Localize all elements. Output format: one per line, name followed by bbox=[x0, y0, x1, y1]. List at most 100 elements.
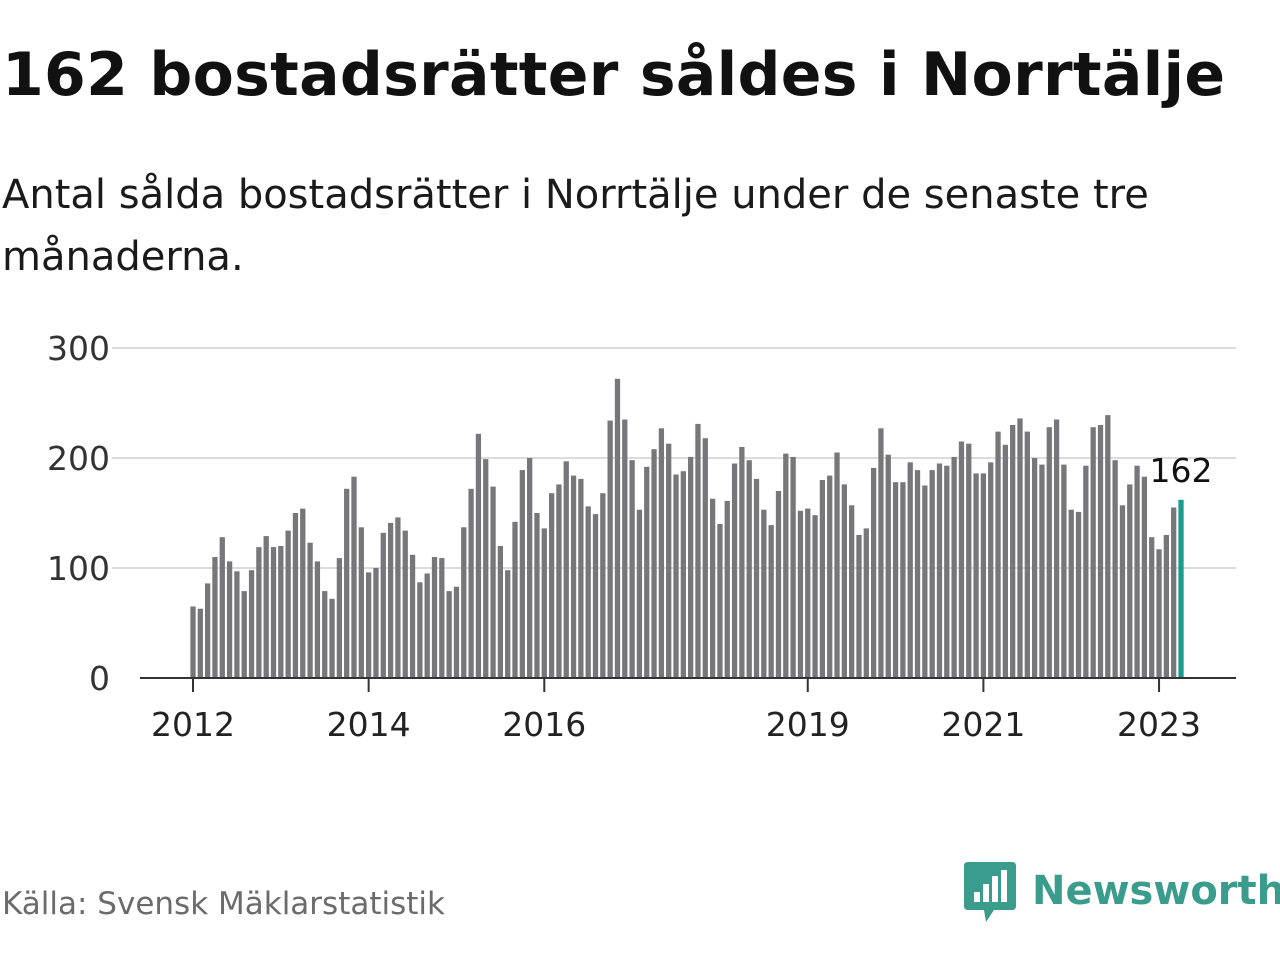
bar bbox=[329, 598, 335, 678]
bar bbox=[936, 463, 943, 678]
bar bbox=[563, 461, 569, 678]
bar bbox=[387, 522, 394, 678]
highlight-bar bbox=[1178, 499, 1184, 678]
bar bbox=[1031, 458, 1038, 678]
bar bbox=[1053, 419, 1060, 678]
bar bbox=[1039, 464, 1045, 678]
bar bbox=[461, 527, 467, 678]
bar bbox=[1134, 465, 1140, 678]
bar bbox=[226, 561, 233, 678]
bar bbox=[988, 462, 994, 678]
bar bbox=[695, 423, 701, 678]
bar bbox=[1046, 427, 1052, 678]
bar bbox=[241, 591, 247, 678]
bar bbox=[585, 506, 591, 678]
bar bbox=[373, 568, 379, 678]
bar bbox=[673, 474, 679, 678]
x-tick-label: 2019 bbox=[766, 705, 850, 744]
bar bbox=[607, 420, 613, 678]
bar bbox=[929, 470, 935, 678]
bar bbox=[629, 460, 635, 678]
bar bbox=[622, 419, 628, 678]
bar bbox=[702, 438, 708, 678]
bar bbox=[278, 546, 284, 678]
bar bbox=[431, 557, 438, 678]
bar bbox=[1141, 476, 1148, 678]
bar bbox=[666, 443, 672, 678]
bar bbox=[600, 493, 606, 678]
bar bbox=[717, 524, 723, 678]
bar bbox=[885, 454, 891, 678]
bar bbox=[1090, 427, 1096, 678]
bar bbox=[366, 572, 372, 678]
bar bbox=[1024, 431, 1030, 678]
x-tick-label: 2021 bbox=[941, 705, 1025, 744]
bar bbox=[483, 459, 489, 678]
bar bbox=[680, 471, 686, 678]
bar bbox=[300, 508, 306, 678]
y-tick-label: 300 bbox=[47, 329, 110, 368]
brand-logo[interactable]: Newsworthy bbox=[964, 862, 1280, 924]
bar bbox=[856, 535, 862, 678]
bar bbox=[1112, 460, 1118, 678]
y-tick-label: 200 bbox=[47, 439, 110, 478]
bar bbox=[827, 475, 833, 678]
bar bbox=[819, 480, 826, 678]
bar bbox=[1119, 505, 1126, 678]
brand-name: Newsworthy bbox=[1032, 868, 1280, 914]
newsworthy-logo-icon bbox=[964, 862, 1016, 922]
bar bbox=[944, 465, 950, 678]
bar bbox=[849, 505, 855, 678]
bar bbox=[1097, 425, 1104, 678]
bar bbox=[980, 473, 987, 678]
bar bbox=[534, 513, 540, 678]
bar bbox=[746, 460, 752, 678]
bar bbox=[556, 484, 562, 678]
bar bbox=[761, 509, 767, 678]
bar bbox=[768, 525, 774, 678]
bar bbox=[395, 517, 401, 678]
bar bbox=[878, 428, 884, 678]
bar bbox=[490, 486, 496, 678]
bar bbox=[248, 570, 255, 678]
bar bbox=[512, 521, 518, 678]
bar bbox=[1171, 507, 1177, 678]
bar bbox=[636, 509, 643, 678]
bar bbox=[439, 558, 445, 678]
bar bbox=[995, 431, 1001, 678]
y-tick-label: 0 bbox=[89, 659, 110, 698]
bar bbox=[841, 484, 847, 678]
bar bbox=[322, 591, 328, 678]
bar bbox=[285, 530, 291, 678]
bar bbox=[219, 537, 225, 678]
bar bbox=[834, 452, 840, 678]
bar bbox=[475, 433, 482, 678]
page-subtitle: Antal sålda bostadsrätter i Norrtälje un… bbox=[2, 172, 1149, 280]
bar bbox=[1002, 444, 1008, 678]
bar bbox=[212, 557, 218, 678]
bar bbox=[592, 514, 599, 678]
bar bbox=[446, 591, 452, 678]
bar bbox=[205, 583, 211, 678]
bar bbox=[497, 546, 504, 678]
bar bbox=[256, 547, 262, 678]
bar bbox=[578, 478, 584, 678]
bar bbox=[548, 493, 555, 678]
bar bbox=[1083, 465, 1089, 678]
bar bbox=[658, 428, 665, 678]
bar bbox=[892, 482, 899, 678]
bar bbox=[1017, 418, 1023, 678]
source-label: Källa: Svensk Mäklarstatistik bbox=[2, 886, 445, 922]
bar bbox=[753, 478, 760, 678]
bar bbox=[314, 561, 321, 678]
bar bbox=[724, 500, 730, 678]
bar bbox=[292, 513, 299, 678]
bar bbox=[775, 491, 782, 678]
highlight-value-label: 162 bbox=[1150, 451, 1213, 490]
bar bbox=[358, 527, 364, 678]
bar bbox=[900, 482, 906, 678]
bar bbox=[351, 476, 357, 678]
bar bbox=[973, 473, 979, 678]
bar bbox=[1105, 415, 1111, 678]
y-tick-label: 100 bbox=[47, 549, 110, 588]
